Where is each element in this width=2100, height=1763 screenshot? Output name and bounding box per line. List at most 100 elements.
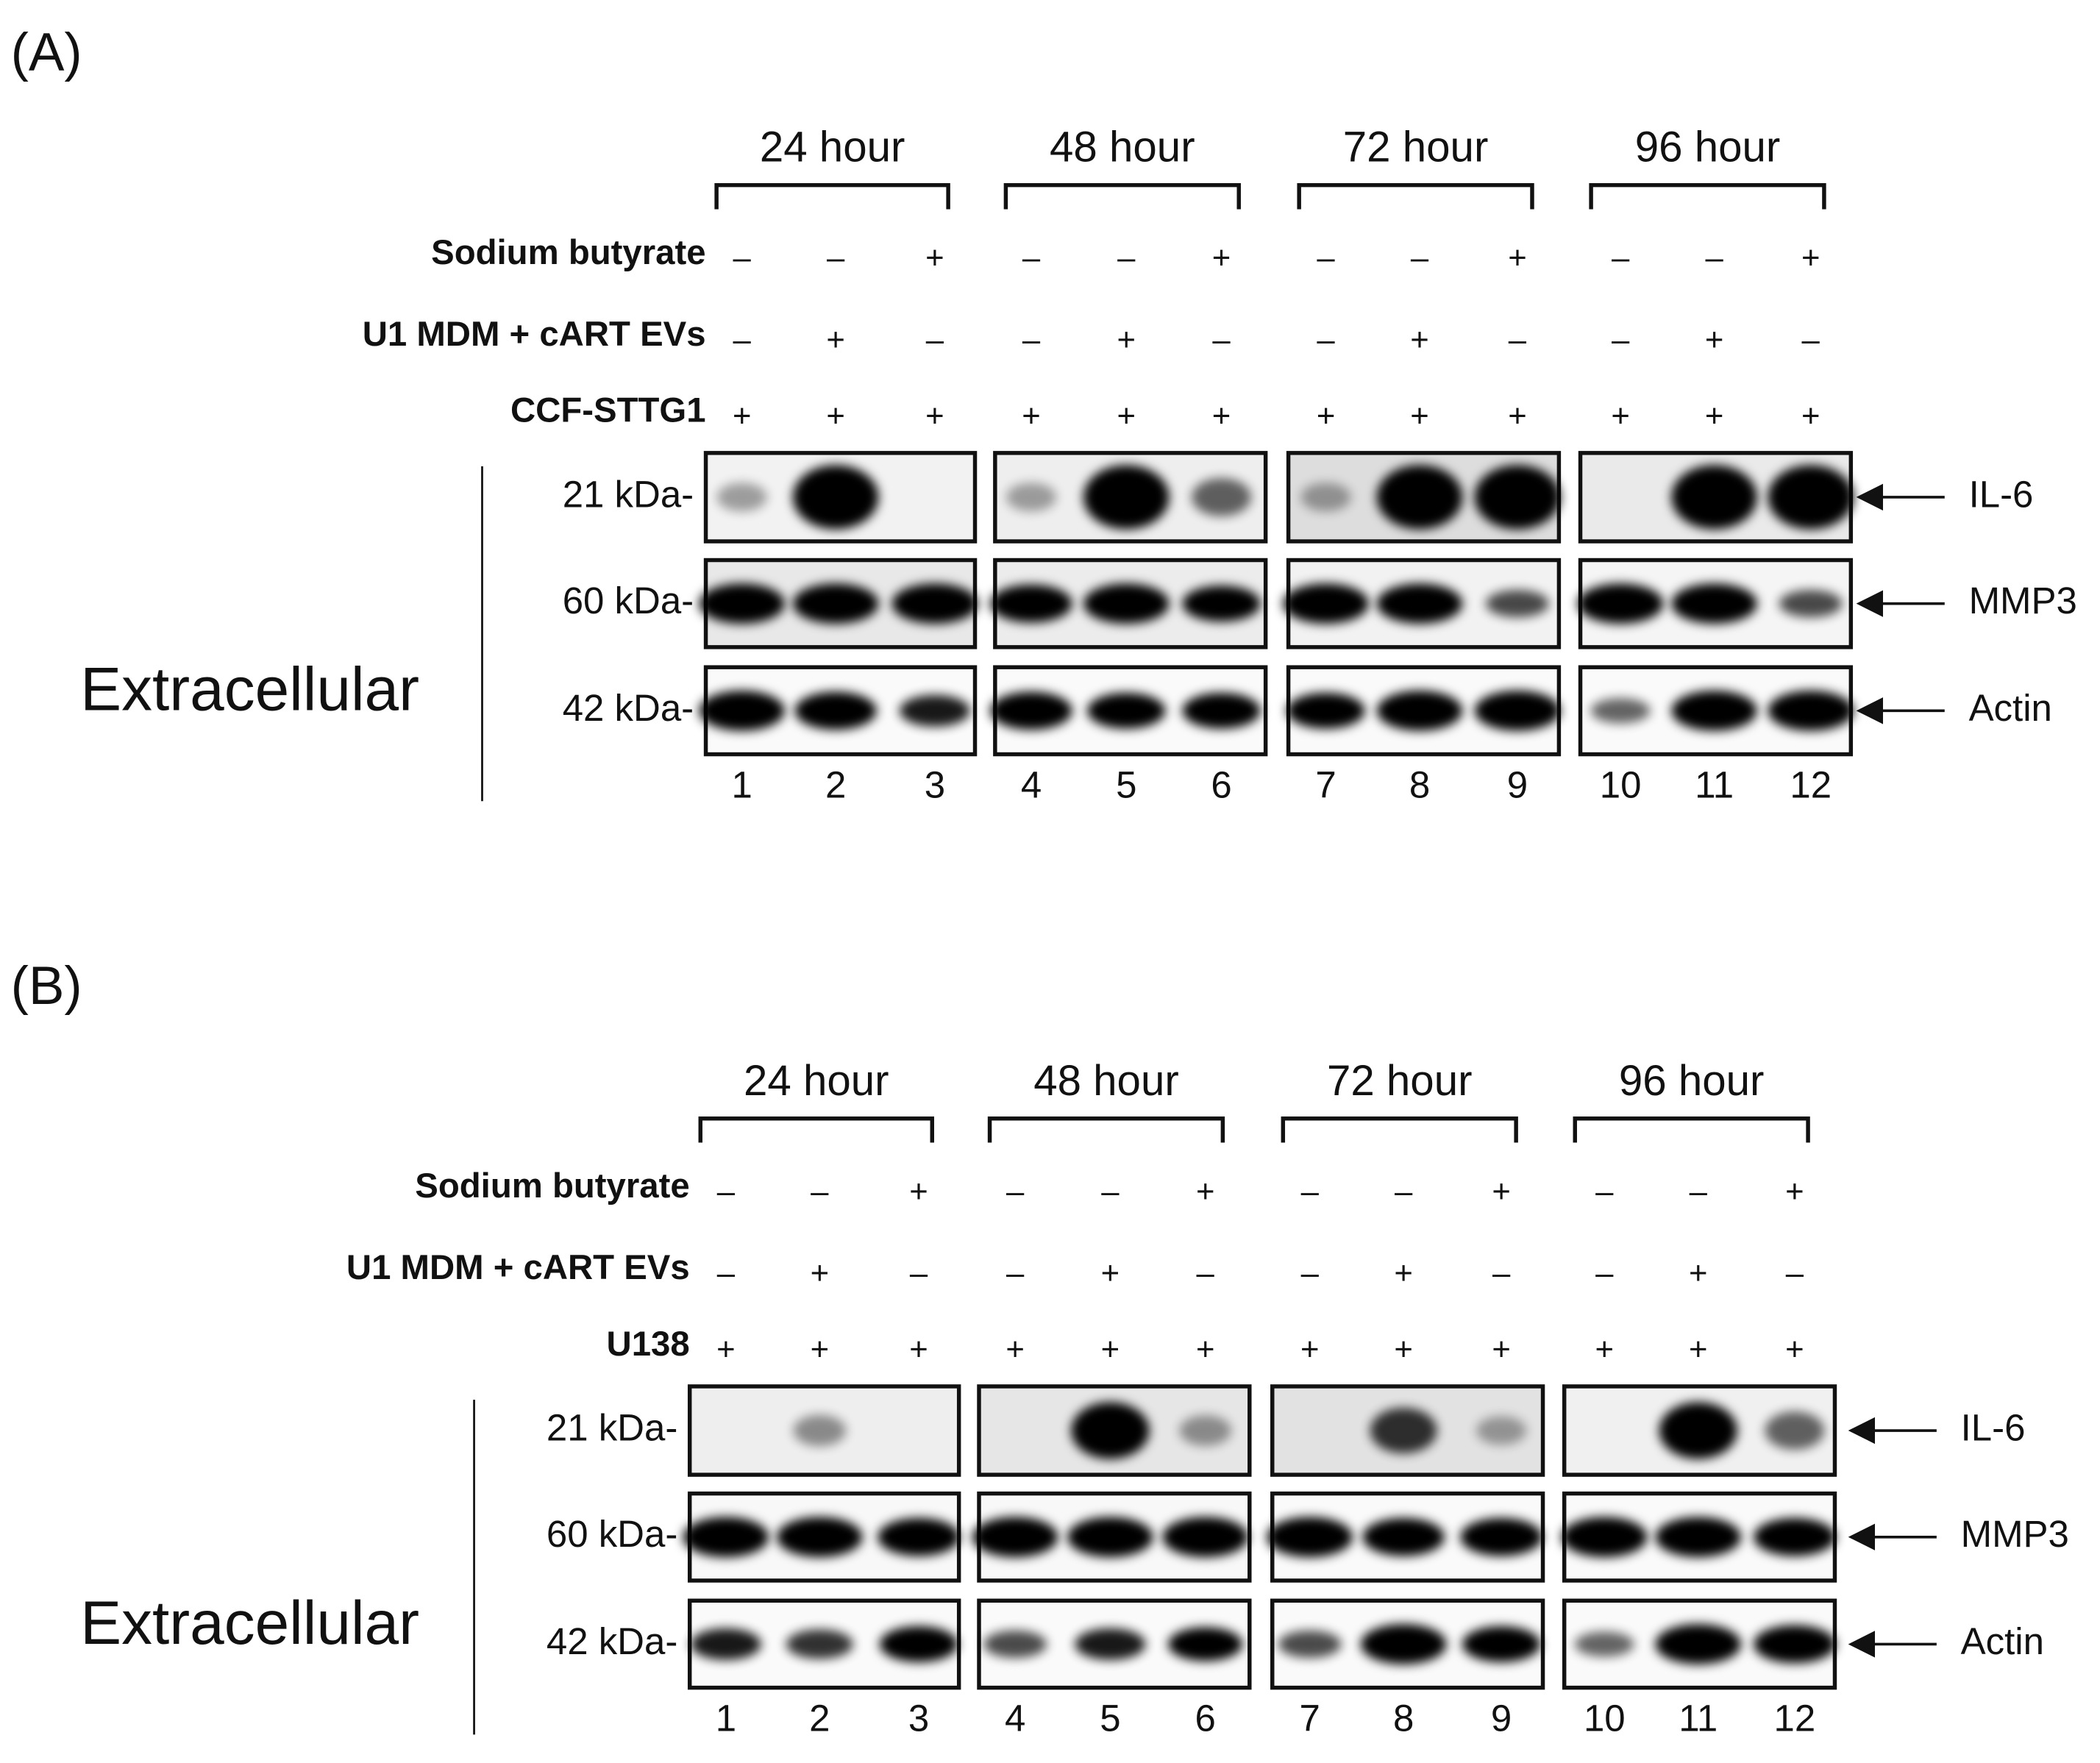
row-label: U1 MDM + cART EVs <box>346 1248 690 1287</box>
sign: + <box>826 398 845 434</box>
compartment: Extracellular <box>80 655 419 724</box>
bracket <box>1573 1116 1810 1143</box>
band <box>1005 482 1057 512</box>
band <box>1182 585 1261 622</box>
sign: – <box>1705 240 1723 276</box>
sign: – <box>1595 1255 1614 1291</box>
sign: – <box>1612 240 1630 276</box>
sign: + <box>1394 1255 1413 1291</box>
sign: + <box>1705 398 1724 434</box>
band <box>1659 1402 1737 1459</box>
sign: + <box>1492 1173 1511 1209</box>
band <box>1286 692 1365 729</box>
time-label: 72 hour <box>1343 124 1489 171</box>
sign: – <box>1395 1173 1413 1209</box>
lane-number: 12 <box>1774 1698 1816 1739</box>
sign: + <box>1492 1331 1511 1367</box>
sign: – <box>1022 321 1041 357</box>
panel-label: (B) <box>11 956 82 1016</box>
time-label: 96 hour <box>1619 1057 1765 1105</box>
band <box>786 1629 853 1659</box>
band <box>1655 1624 1742 1664</box>
sign: – <box>1006 1255 1025 1291</box>
sign: – <box>1212 321 1231 357</box>
lane-number: 2 <box>809 1698 830 1739</box>
sign: – <box>1595 1173 1614 1209</box>
protein: Actin <box>1969 687 2052 729</box>
sign: + <box>1196 1173 1215 1209</box>
band <box>1590 698 1651 724</box>
sign: – <box>1301 1173 1320 1209</box>
sign: + <box>1689 1255 1708 1291</box>
lane-number: 10 <box>1600 764 1642 806</box>
sign: – <box>733 321 752 357</box>
lane-number: 7 <box>1300 1698 1320 1739</box>
band <box>1087 692 1166 729</box>
band <box>777 1517 863 1558</box>
band <box>1182 692 1261 729</box>
band <box>716 482 767 512</box>
marker: 21 kDa- <box>547 1406 677 1448</box>
band <box>1754 1517 1836 1556</box>
lane-number: 4 <box>1005 1698 1025 1739</box>
bracket <box>1003 182 1241 210</box>
sign: + <box>1117 321 1136 357</box>
sign: + <box>716 1331 736 1367</box>
band <box>1370 1408 1437 1453</box>
sign: + <box>1508 398 1527 434</box>
sign: + <box>1212 240 1231 276</box>
row-label: CCF-STTG1 <box>510 391 706 430</box>
sign: + <box>1785 1331 1804 1367</box>
bracket <box>987 1116 1225 1143</box>
protein: IL-6 <box>1969 473 2034 515</box>
bracket <box>698 1116 935 1143</box>
sign: + <box>1689 1331 1708 1367</box>
band <box>1083 465 1170 530</box>
band <box>1485 590 1549 618</box>
band <box>891 583 978 624</box>
sign: – <box>717 1255 736 1291</box>
sign: – <box>1101 1173 1120 1209</box>
sign: + <box>1300 1331 1320 1367</box>
sign: + <box>811 1331 830 1367</box>
protein: IL-6 <box>1961 1406 2026 1448</box>
lane-number: 4 <box>1021 764 1042 806</box>
band <box>990 584 1072 623</box>
sign: – <box>733 240 752 276</box>
band <box>1474 691 1561 731</box>
band <box>792 465 879 530</box>
sign: – <box>1197 1255 1215 1291</box>
band <box>1574 1631 1634 1657</box>
band <box>1671 691 1757 731</box>
band <box>1376 465 1463 530</box>
sign: + <box>1611 398 1630 434</box>
band <box>683 1517 769 1558</box>
sign: – <box>811 1173 829 1209</box>
sign: + <box>1117 398 1136 434</box>
band <box>699 691 785 731</box>
band <box>1067 1517 1153 1558</box>
lane-number: 8 <box>1393 1698 1414 1739</box>
band <box>794 691 877 730</box>
sign: – <box>1006 1173 1025 1209</box>
lane-number: 1 <box>716 1698 736 1739</box>
panel: (B) 24 hour 48 hour 72 hour 96 hour Sodium bu… <box>11 956 2069 1739</box>
sign: + <box>925 240 944 276</box>
sign: + <box>1101 1255 1120 1291</box>
time-label: 48 hour <box>1050 124 1195 171</box>
lane-number: 6 <box>1195 1698 1216 1739</box>
sign: + <box>826 321 845 357</box>
sign: + <box>1196 1331 1215 1367</box>
band <box>1474 465 1561 530</box>
sign: – <box>1317 321 1335 357</box>
sign: + <box>1595 1331 1615 1367</box>
sign: – <box>1411 240 1429 276</box>
lane-number: 3 <box>908 1698 929 1739</box>
band <box>1300 482 1351 512</box>
band <box>1168 1627 1243 1662</box>
row-label: U138 <box>607 1325 690 1364</box>
band <box>1162 1517 1248 1558</box>
compartment: Extracellular <box>80 1588 419 1657</box>
lane-number: 12 <box>1790 764 1832 806</box>
protein: MMP3 <box>1961 1513 2069 1555</box>
